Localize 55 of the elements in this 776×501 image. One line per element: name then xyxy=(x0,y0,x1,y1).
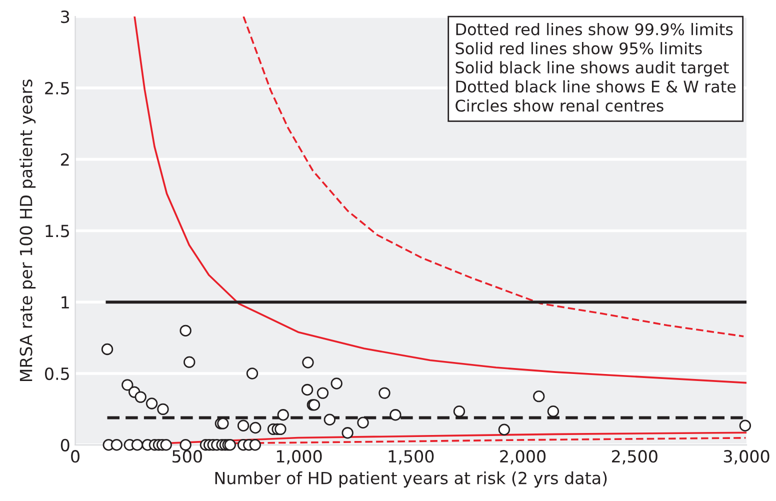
point xyxy=(180,439,192,451)
point xyxy=(277,409,289,421)
point xyxy=(122,379,134,391)
point xyxy=(330,378,342,390)
line-series xyxy=(134,16,747,384)
point xyxy=(180,324,192,337)
point xyxy=(316,387,329,399)
y-tick-label: 2 xyxy=(61,153,69,166)
point xyxy=(739,420,752,432)
point xyxy=(324,414,336,426)
point xyxy=(249,439,262,451)
y-tick-label: 0.5 xyxy=(45,367,69,380)
point xyxy=(157,403,169,416)
point xyxy=(357,416,369,428)
line-series xyxy=(242,16,745,338)
point xyxy=(378,387,390,399)
x-tick-label: 2,000 xyxy=(500,450,546,464)
point xyxy=(217,418,229,430)
point xyxy=(237,420,250,432)
point xyxy=(146,398,158,410)
point xyxy=(453,405,466,418)
y-tick-label: 1 xyxy=(62,296,69,308)
x-axis-title: Number of HD patient years at risk (2 yrs data) xyxy=(215,471,607,488)
point xyxy=(184,356,196,368)
annotation: Circles show renal centres xyxy=(456,99,664,112)
y-tick-label: 3 xyxy=(61,10,70,24)
y-axis-title: MRSA rate per 100 HD patient years xyxy=(19,80,36,382)
annotation: Dotted black line shows E & W rate xyxy=(456,80,736,93)
point xyxy=(390,409,402,421)
point xyxy=(110,439,123,451)
annotation: Solid black line shows audit target xyxy=(456,61,729,77)
point xyxy=(274,423,286,436)
y-tick-label: 1.5 xyxy=(46,224,69,238)
point xyxy=(246,368,258,380)
point xyxy=(301,384,314,396)
point xyxy=(250,422,262,434)
annotation: Dotted red lines show 99.9% limits xyxy=(456,22,733,36)
y-tick-label: 0 xyxy=(60,438,70,452)
point xyxy=(533,390,545,402)
annotation: Solid red lines show 95% limits xyxy=(456,42,702,54)
point xyxy=(134,391,146,403)
x-tick-label: 1,000 xyxy=(276,450,322,464)
point xyxy=(131,439,144,451)
point xyxy=(342,427,354,439)
x-tick-label: 0 xyxy=(71,450,80,463)
point xyxy=(547,405,560,418)
point xyxy=(302,356,314,368)
x-tick-label: 500 xyxy=(172,450,202,463)
x-tick-label: 2,500 xyxy=(612,450,658,464)
point xyxy=(498,424,510,436)
point xyxy=(101,343,114,356)
y-tick-label: 2.5 xyxy=(45,82,69,94)
x-tick-label: 3,000 xyxy=(724,450,770,464)
point xyxy=(160,439,172,451)
x-tick-label: 1,500 xyxy=(388,450,434,464)
